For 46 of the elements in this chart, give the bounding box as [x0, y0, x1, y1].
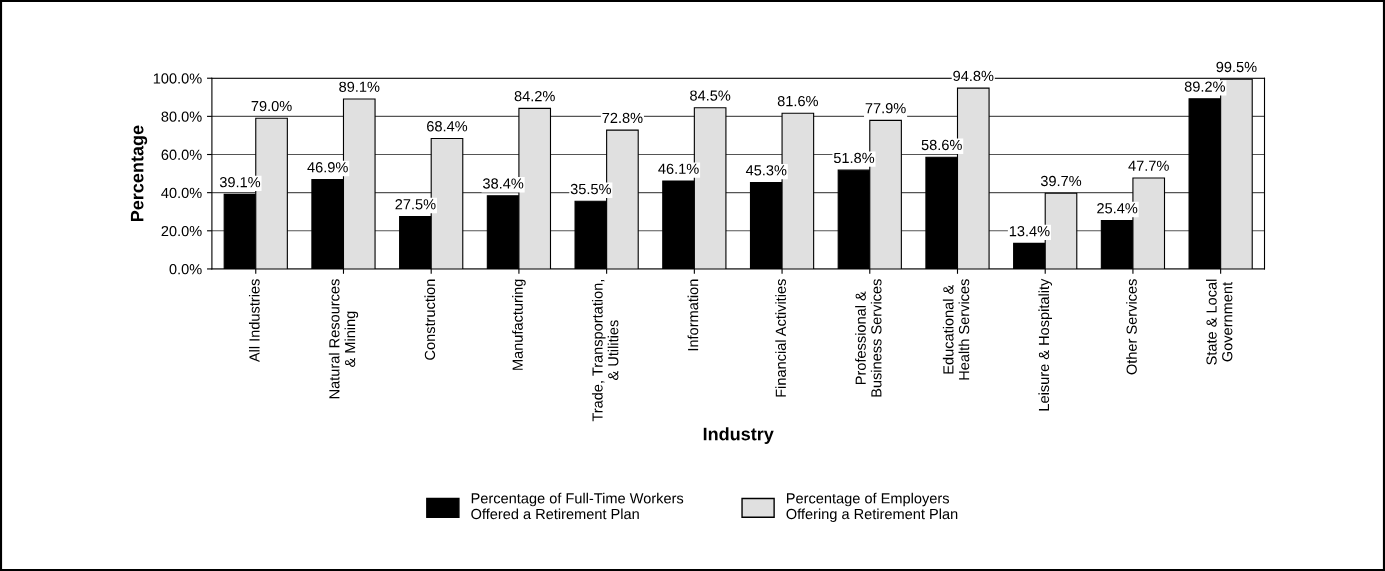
data-label: 81.6%: [777, 95, 819, 107]
data-label: 94.8%: [953, 70, 994, 82]
data-label: 99.5%: [1216, 61, 1257, 73]
x-tick-label: All Industries: [248, 279, 260, 363]
y-tick-label: 60.0%: [161, 149, 202, 160]
legend-label: Percentage of Employers Offering a Retirement Plan: [786, 492, 958, 523]
data-label: 46.1%: [658, 163, 699, 174]
y-tick-label: 100.0%: [153, 73, 202, 84]
y-tick-label: 80.0%: [161, 111, 202, 122]
x-tick-label: Information: [687, 279, 699, 351]
data-label: 84.5%: [690, 90, 731, 101]
x-tick-label: Construction: [424, 279, 436, 360]
y-tick-label: 40.0%: [161, 187, 202, 199]
data-label: 39.7%: [1040, 175, 1082, 187]
x-tick-label: Professional & Business Services: [855, 279, 882, 397]
data-label: 68.4%: [427, 121, 468, 132]
x-axis-title: Industry: [703, 427, 774, 444]
y-axis-title: Percentage: [130, 125, 148, 222]
data-label: 84.2%: [514, 90, 555, 102]
data-label: 77.9%: [865, 103, 906, 114]
data-label: 38.4%: [483, 178, 524, 189]
data-label: 13.4%: [1009, 226, 1050, 237]
x-tick-label: Financial Activities: [775, 279, 786, 397]
data-label: 27.5%: [395, 199, 436, 210]
data-label: 25.4%: [1097, 203, 1138, 214]
x-tick-label: Natural Resources & Mining: [328, 279, 359, 399]
data-label: 45.3%: [745, 165, 787, 176]
data-label: 89.2%: [1184, 81, 1226, 92]
x-tick-label: Leisure & Hospitality: [1038, 278, 1053, 411]
x-tick-label: Other Services: [1126, 279, 1137, 375]
y-tick-label: 0.0%: [169, 264, 202, 275]
data-label: 47.7%: [1128, 160, 1169, 171]
legend-label: Percentage of Full-Time Workers Offered a Retirement Plan: [471, 492, 684, 520]
x-tick-label: State & Local Government: [1206, 279, 1233, 365]
x-tick-label: Manufacturing: [512, 279, 526, 370]
data-label: 51.8%: [833, 152, 875, 164]
data-label: 39.1%: [219, 177, 261, 188]
x-tick-label: Trade, Transportation, & Utilities: [591, 279, 619, 422]
data-label: 89.1%: [339, 81, 380, 92]
y-tick-label: 20.0%: [161, 225, 202, 237]
data-label: 72.8%: [602, 112, 643, 124]
data-label: 46.9%: [307, 162, 348, 173]
x-tick-label: Educational & Health Services: [942, 279, 970, 380]
data-label: 58.6%: [921, 139, 962, 151]
data-label: 79.0%: [251, 100, 292, 112]
data-label: 35.5%: [570, 183, 611, 195]
